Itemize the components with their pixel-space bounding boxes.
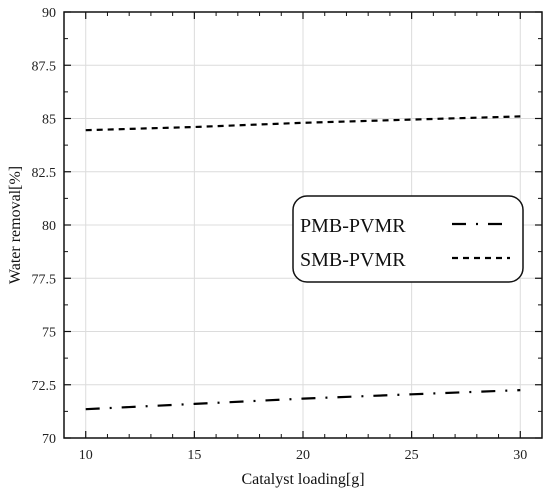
x-tick-label: 15 <box>187 448 201 463</box>
x-tick-label: 30 <box>513 448 527 463</box>
y-tick-label: 85 <box>42 113 56 128</box>
y-tick-label: 70 <box>42 432 56 447</box>
y-tick-label: 77.5 <box>32 272 57 287</box>
legend-label-smb-pvmr: SMB-PVMR <box>300 249 406 271</box>
legend-box <box>292 195 524 283</box>
x-tick-label: 20 <box>296 448 310 463</box>
y-tick-label: 80 <box>42 219 56 234</box>
x-tick-label: 10 <box>79 448 93 463</box>
y-tick-label: 82.5 <box>32 166 57 181</box>
tick-marks <box>63 11 543 439</box>
y-tick-label: 72.5 <box>32 379 57 394</box>
legend: PMB-PVMR SMB-PVMR <box>292 195 524 283</box>
tick-labels: 10 15 20 25 30 70 72.5 75 77.5 80 82.5 85 87.5 90 <box>32 6 528 463</box>
series-group <box>85 115 521 411</box>
y-tick-label: 90 <box>42 6 56 21</box>
legend-label-pmb-pvmr: PMB-PVMR <box>300 215 406 237</box>
y-axis-title: Water removal[%] <box>7 166 24 284</box>
y-tick-label: 87.5 <box>32 59 57 74</box>
x-tick-label: 25 <box>405 448 419 463</box>
x-axis-title: Catalyst loading[g] <box>241 471 364 488</box>
y-tick-label: 75 <box>42 326 56 341</box>
series-line-pmb-pvmr <box>85 389 521 411</box>
